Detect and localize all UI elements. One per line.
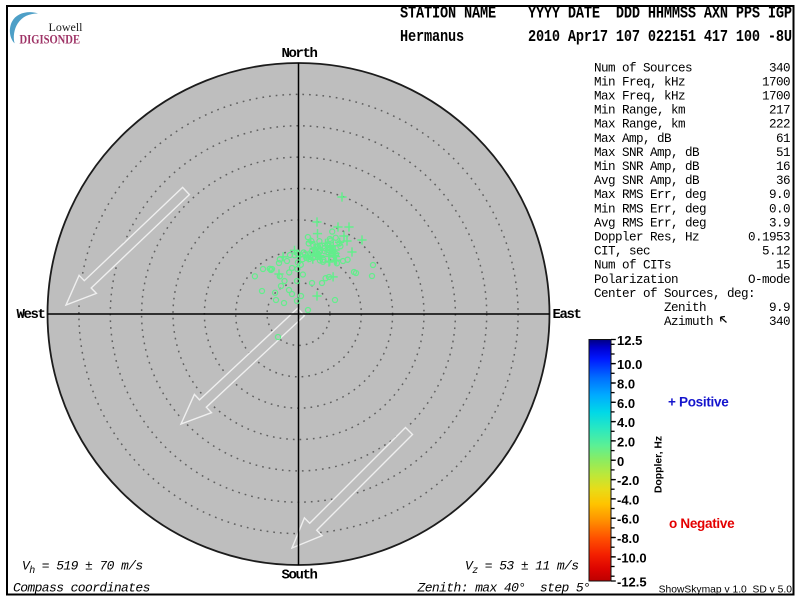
svg-text:Max Freq, kHz: Max Freq, kHz — [594, 90, 685, 104]
svg-text:North: North — [281, 46, 317, 62]
svg-text:Max Range, km: Max Range, km — [594, 118, 685, 132]
svg-text:217: 217 — [769, 104, 790, 118]
svg-text:0: 0 — [617, 454, 624, 469]
svg-text:51: 51 — [776, 146, 790, 160]
svg-text:Vz = 53 ± 11 m/s: Vz = 53 ± 11 m/s — [465, 559, 578, 578]
svg-text:Avg SNR Amp, dB: Avg SNR Amp, dB — [594, 174, 700, 188]
svg-text:Min RMS Err, deg: Min RMS Err, deg — [594, 202, 706, 216]
svg-text:Compass coordinates: Compass coordinates — [13, 581, 150, 596]
svg-text:2.0: 2.0 — [617, 434, 635, 449]
svg-text:Min Range, km: Min Range, km — [594, 104, 685, 118]
svg-text:Azimuth: Azimuth — [594, 315, 713, 329]
svg-text:16: 16 — [776, 160, 790, 174]
svg-text:340: 340 — [769, 61, 790, 75]
svg-text:0.1953: 0.1953 — [748, 231, 790, 245]
svg-text:+ Positive: + Positive — [668, 395, 729, 410]
svg-text:STATION NAME YYYY DATE DDD: STATION NAME YYYY DATE DDD HHMMSS AXN PP… — [400, 3, 792, 23]
svg-text:Min Freq, kHz: Min Freq, kHz — [594, 75, 685, 89]
svg-text:12.5: 12.5 — [617, 333, 642, 348]
svg-text:15: 15 — [776, 259, 790, 273]
svg-text:340: 340 — [769, 315, 790, 329]
svg-text:o Negative: o Negative — [669, 516, 735, 531]
svg-text:9.9: 9.9 — [769, 301, 790, 315]
svg-text:-2.0: -2.0 — [617, 473, 639, 488]
svg-text:Zenith: max 40° step 5°: Zenith: max 40° step 5° — [417, 581, 591, 596]
svg-text:5.12: 5.12 — [762, 245, 790, 259]
svg-text:1700: 1700 — [762, 90, 790, 104]
svg-text:ShowSkymap v 1.0 SD v 5.0: ShowSkymap v 1.0 SD v 5.0 — [659, 584, 793, 595]
svg-text:Min SNR Amp, dB: Min SNR Amp, dB — [594, 160, 700, 174]
svg-text:Polarization: Polarization — [594, 273, 678, 287]
svg-text:-4.0: -4.0 — [617, 492, 639, 507]
svg-text:8.0: 8.0 — [617, 377, 635, 392]
svg-text:Max RMS Err, deg: Max RMS Err, deg — [594, 188, 706, 202]
svg-text:36: 36 — [776, 174, 790, 188]
svg-text:Max SNR Amp, dB: Max SNR Amp, dB — [594, 146, 700, 160]
svg-text:Vh = 519 ± 70 m/s: Vh = 519 ± 70 m/s — [22, 559, 143, 578]
svg-text:South: South — [281, 567, 317, 583]
svg-text:4.0: 4.0 — [617, 415, 635, 430]
svg-text:Lowell: Lowell — [49, 20, 84, 34]
svg-text:3.9: 3.9 — [769, 216, 790, 230]
svg-text:Num of CITs: Num of CITs — [594, 259, 671, 273]
svg-text:61: 61 — [776, 132, 790, 146]
svg-text:Zenith: Zenith — [594, 301, 706, 315]
svg-text:1700: 1700 — [762, 75, 790, 89]
svg-text:Hermanus 2010 Apr17 107: Hermanus 2010 Apr17 107 022151 417 100 -… — [400, 26, 792, 46]
svg-text:Num of Sources: Num of Sources — [594, 61, 692, 75]
svg-text:Max Amp, dB: Max Amp, dB — [594, 132, 672, 146]
svg-text:-12.5: -12.5 — [617, 575, 647, 590]
svg-text:-6.0: -6.0 — [617, 512, 639, 527]
svg-text:6.0: 6.0 — [617, 396, 635, 411]
svg-text:-10.0: -10.0 — [617, 550, 647, 565]
svg-text:East: East — [553, 307, 582, 323]
svg-text:CIT, sec: CIT, sec — [594, 245, 650, 259]
svg-text:-8.0: -8.0 — [617, 531, 639, 546]
svg-text:Avg RMS Err, deg: Avg RMS Err, deg — [594, 216, 706, 230]
svg-text:O-mode: O-mode — [748, 273, 790, 287]
svg-text:DIGISONDE: DIGISONDE — [20, 32, 81, 47]
svg-text:Doppler, Hz: Doppler, Hz — [654, 436, 665, 493]
svg-text:9.0: 9.0 — [769, 188, 790, 202]
svg-text:10.0: 10.0 — [617, 357, 642, 372]
svg-text:0.0: 0.0 — [769, 202, 790, 216]
svg-text:Doppler Res, Hz: Doppler Res, Hz — [594, 231, 699, 245]
svg-text:West: West — [16, 307, 45, 323]
svg-text:Center of Sources, deg:: Center of Sources, deg: — [594, 287, 755, 301]
svg-text:222: 222 — [769, 118, 790, 132]
